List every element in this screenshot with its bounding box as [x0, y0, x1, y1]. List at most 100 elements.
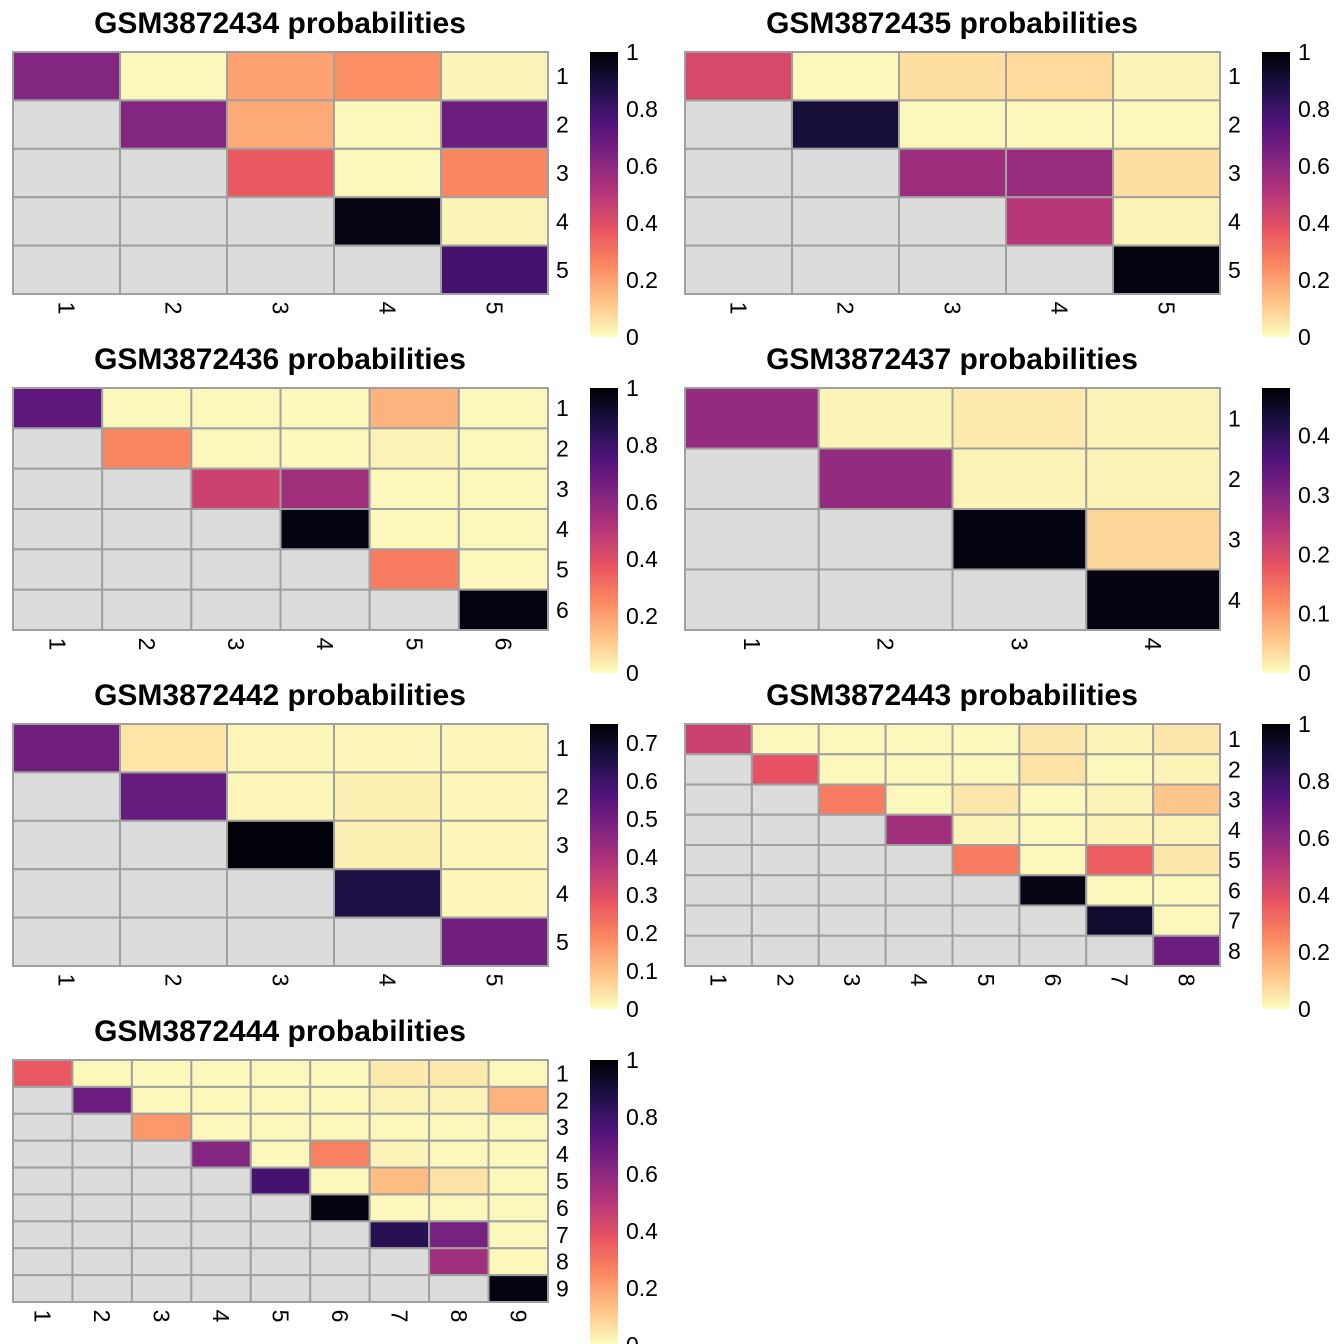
heatmap-cell-empty	[684, 904, 753, 937]
heatmap-cell-empty	[190, 508, 282, 551]
row-label: 3	[556, 1114, 569, 1140]
heatmap-cell	[428, 1247, 490, 1277]
heatmap-cell-empty	[190, 1166, 252, 1196]
heatmap-cell	[440, 147, 549, 199]
heatmap-cell-empty	[226, 916, 335, 967]
heatmap-cell	[119, 771, 228, 822]
heatmap-cell-empty	[71, 1112, 133, 1142]
colorbar-tick-label: 0	[626, 996, 639, 1022]
heatmap-cell	[368, 1139, 431, 1169]
colorbar: 0 0.1 0.2 0.3 0.4 0.5 0.6 0.7	[590, 724, 658, 1022]
column-label: 2	[134, 638, 160, 651]
heatmap-cell	[101, 427, 193, 470]
heatmap-cell-empty	[750, 844, 820, 877]
heatmap-cell	[1112, 99, 1221, 150]
heatmap-cell-empty	[249, 1274, 312, 1303]
heatmap-cell-empty	[249, 1220, 312, 1250]
colorbar-tick-label: 0.4	[626, 844, 658, 870]
heatmap-cell-empty	[750, 904, 820, 937]
heatmap-cell-empty	[684, 874, 753, 907]
heatmap-cell	[1152, 874, 1221, 907]
heatmap-cell-empty	[119, 147, 228, 199]
heatmap-cell	[226, 99, 335, 150]
colorbar-tick-label: 0.4	[1298, 882, 1330, 908]
heatmap-cell	[440, 723, 549, 774]
heatmap-cell	[951, 783, 1021, 816]
row-label: 5	[556, 1168, 569, 1194]
heatmap-cell	[333, 723, 442, 774]
colorbar-tick-label: 0.6	[626, 489, 658, 515]
heatmap-cell-empty	[249, 1247, 312, 1277]
heatmap-cell	[951, 387, 1088, 450]
heatmap-cell-empty	[12, 1193, 74, 1223]
heatmap-cell	[333, 819, 442, 871]
heatmap-cell	[1085, 568, 1221, 631]
heatmap-cell-empty	[130, 1166, 193, 1196]
heatmap-cell	[457, 387, 550, 430]
panel-title: GSM3872435 probabilities	[766, 7, 1138, 40]
heatmap-cell	[884, 753, 954, 786]
heatmap-cell-empty	[101, 548, 193, 591]
heatmap-cell	[951, 844, 1021, 877]
row-label: 4	[1228, 208, 1241, 234]
colorbar-tick-label: 0	[1298, 996, 1311, 1022]
row-label: 4	[556, 208, 569, 234]
colorbar-tick-label: 0	[626, 324, 639, 350]
heatmap-cell-empty	[130, 1247, 193, 1277]
colorbar: 0 0.2 0.4 0.6 0.8 1	[590, 1047, 658, 1344]
heatmap-cell	[428, 1220, 490, 1250]
heatmap-cell	[190, 467, 282, 510]
heatmap-cell	[1018, 723, 1088, 756]
colorbar-tick-label: 0.3	[1298, 482, 1330, 508]
heatmap-cell	[440, 771, 549, 822]
heatmap-cell-empty	[1085, 934, 1155, 967]
heatmap-cell	[1152, 813, 1221, 846]
colorbar-tick-label: 0.2	[1298, 939, 1330, 965]
heatmap-cell	[12, 387, 104, 430]
heatmap-cell	[333, 196, 442, 247]
heatmap-cell-empty	[951, 568, 1088, 631]
row-label: 4	[556, 516, 569, 542]
heatmap-cell-empty	[884, 874, 954, 907]
colorbar-tick-label: 0.2	[626, 1275, 658, 1301]
row-label: 1	[1228, 63, 1241, 89]
heatmap-cell	[12, 1059, 74, 1088]
heatmap-cell	[487, 1085, 549, 1115]
heatmap-cell	[226, 819, 335, 871]
colorbar-gradient	[590, 52, 618, 337]
row-label: 5	[556, 929, 569, 955]
heatmap-cell-empty	[71, 1193, 133, 1223]
column-label: 1	[54, 974, 80, 987]
heatmap-cell-empty	[333, 916, 442, 967]
heatmap-cell	[1152, 783, 1221, 816]
row-label: 6	[556, 597, 569, 623]
colorbar-tick-label: 0	[626, 1332, 639, 1344]
column-label: 4	[208, 1310, 234, 1323]
heatmap-cell-empty	[684, 99, 793, 150]
heatmap-cell	[440, 99, 549, 150]
colorbar-gradient	[1262, 52, 1290, 337]
heatmap-cell	[368, 1220, 431, 1250]
heatmap-cell	[428, 1193, 490, 1223]
panel-title: GSM3872434 probabilities	[94, 7, 466, 40]
heatmap-cell-empty	[684, 813, 753, 846]
row-label: 1	[1228, 405, 1241, 431]
heatmap-cell-empty	[12, 868, 121, 919]
heatmap-cell	[1085, 387, 1221, 450]
heatmap-cell	[487, 1059, 549, 1088]
heatmap-cell-empty	[101, 467, 193, 510]
heatmap-panel: GSM3872443 probabilities 1 2 3 4 5 6 7 8 1 2 3 4 5 6 7 8…	[684, 679, 1330, 1022]
column-label: 7	[386, 1310, 412, 1323]
heatmap-cell-empty	[119, 196, 228, 247]
heatmap-cell	[487, 1112, 549, 1142]
heatmap-cell	[428, 1059, 490, 1088]
heatmap-cell-empty	[684, 244, 793, 296]
heatmap-cell	[1005, 147, 1114, 199]
heatmap-cell	[1152, 723, 1221, 756]
heatmap-cell	[791, 99, 900, 150]
heatmap-cell	[951, 753, 1021, 786]
row-label: 3	[1228, 526, 1241, 552]
heatmap-cell-empty	[368, 1274, 431, 1303]
column-label: 3	[268, 974, 294, 987]
heatmap-panel: GSM3872442 probabilities 1 2 3 4 5 1 2 3 4 5 0 0.1 0.…	[12, 679, 658, 1022]
